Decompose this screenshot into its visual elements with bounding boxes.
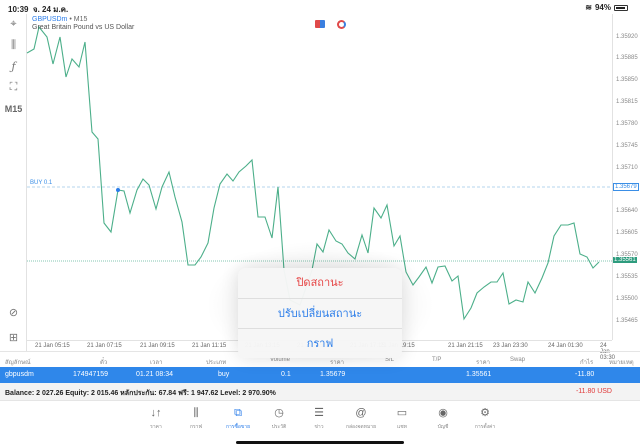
balance-summary: Balance: 2 027.26 Equity: 2 015.46 หลักป… [5, 390, 276, 397]
tab-mailbox[interactable]: @ กล่องจดหมาย [341, 407, 381, 431]
current-price-tag: 1.35561 [613, 257, 637, 263]
gear-icon: ⚙ [480, 407, 490, 419]
timeframe-button[interactable]: M15 [4, 104, 23, 114]
mailbox-icon: @ [355, 407, 367, 419]
account-icon: ◉ [438, 407, 448, 419]
tab-quotes[interactable]: ↓↑ ราคา [136, 407, 176, 431]
chart-top-icons [315, 20, 346, 29]
modify-position-button[interactable]: ปรับเปลี่ยนสถานะ [238, 298, 402, 328]
tab-chat[interactable]: ▭ แชท [382, 407, 422, 431]
battery-percent: 94% [594, 3, 611, 12]
chart-zoom-icon[interactable]: ⊘ [8, 306, 19, 319]
chart-toolbar: ⌖ ⫼ ƒ ⛶ M15 ⊘ ⊞ [0, 14, 27, 352]
entry-marker [116, 188, 120, 192]
bottom-tab-bar: ↓↑ ราคา ⫼ กราฟ ⧉ การซื้อขาย ◷ ประวัติ ☰ ข่าว … [0, 400, 640, 447]
chat-icon: ▭ [396, 407, 408, 419]
price-axis: 1.35920 1.35885 1.35850 1.35815 1.35780 … [612, 14, 640, 340]
objects-icon[interactable]: ⛶ [9, 80, 18, 93]
quotes-icon: ↓↑ [150, 407, 162, 419]
chart-button[interactable]: กราฟ [238, 328, 402, 358]
account-summary: Balance: 2 027.26 Equity: 2 015.46 หลักป… [0, 383, 640, 400]
crosshair-icon[interactable]: ⌖ [10, 17, 17, 30]
tab-history[interactable]: ◷ ประวัติ [259, 407, 299, 431]
tab-news[interactable]: ☰ ข่าว [299, 407, 339, 431]
chart-icon: ⫼ [193, 407, 199, 419]
position-row[interactable]: gbpusdm 174947159 01.21 08:34 buy 0.1 1.… [0, 367, 640, 383]
position-action-sheet: ปิดสถานะ ปรับเปลี่ยนสถานะ กราฟ [238, 268, 402, 358]
status-right: ≋ 94% [585, 3, 628, 12]
symbol-description: Great Britain Pound vs US Dollar [32, 24, 135, 31]
tab-settings[interactable]: ⚙ การตั้งค่า [465, 407, 505, 431]
buy-price-tag: 1.35679 [613, 183, 639, 191]
trade-flag-icon[interactable] [315, 20, 325, 28]
one-click-icon[interactable] [337, 20, 346, 29]
trade-icon: ⧉ [234, 407, 242, 419]
battery-icon [614, 4, 628, 11]
chart-type-icon[interactable]: ⫼ [10, 38, 17, 51]
status-time: 10:39 จ. 24 ม.ค. [8, 5, 69, 14]
symbol-timeframe: M15 [73, 16, 88, 23]
tab-chart[interactable]: ⫼ กราฟ [176, 407, 216, 431]
buy-order-label: BUY 0.1 [30, 180, 53, 186]
price-line [26, 25, 600, 321]
add-template-icon[interactable]: ⊞ [8, 331, 19, 344]
indicators-icon[interactable]: ƒ [11, 59, 16, 73]
symbol-header: GBPUSDm • M15 Great Britain Pound vs US … [32, 16, 135, 31]
total-profit: -11.80 USD [575, 388, 612, 395]
tab-account[interactable]: ◉ บัญชี [423, 407, 463, 431]
home-indicator [236, 441, 404, 444]
history-icon: ◷ [274, 407, 284, 419]
symbol-name: GBPUSDm [32, 16, 68, 23]
wifi-icon: ≋ [585, 3, 592, 12]
close-position-button[interactable]: ปิดสถานะ [296, 277, 344, 289]
tab-trade[interactable]: ⧉ การซื้อขาย [218, 407, 258, 431]
status-bar: 10:39 จ. 24 ม.ค. ≋ 94% [0, 0, 640, 14]
news-icon: ☰ [314, 407, 324, 419]
